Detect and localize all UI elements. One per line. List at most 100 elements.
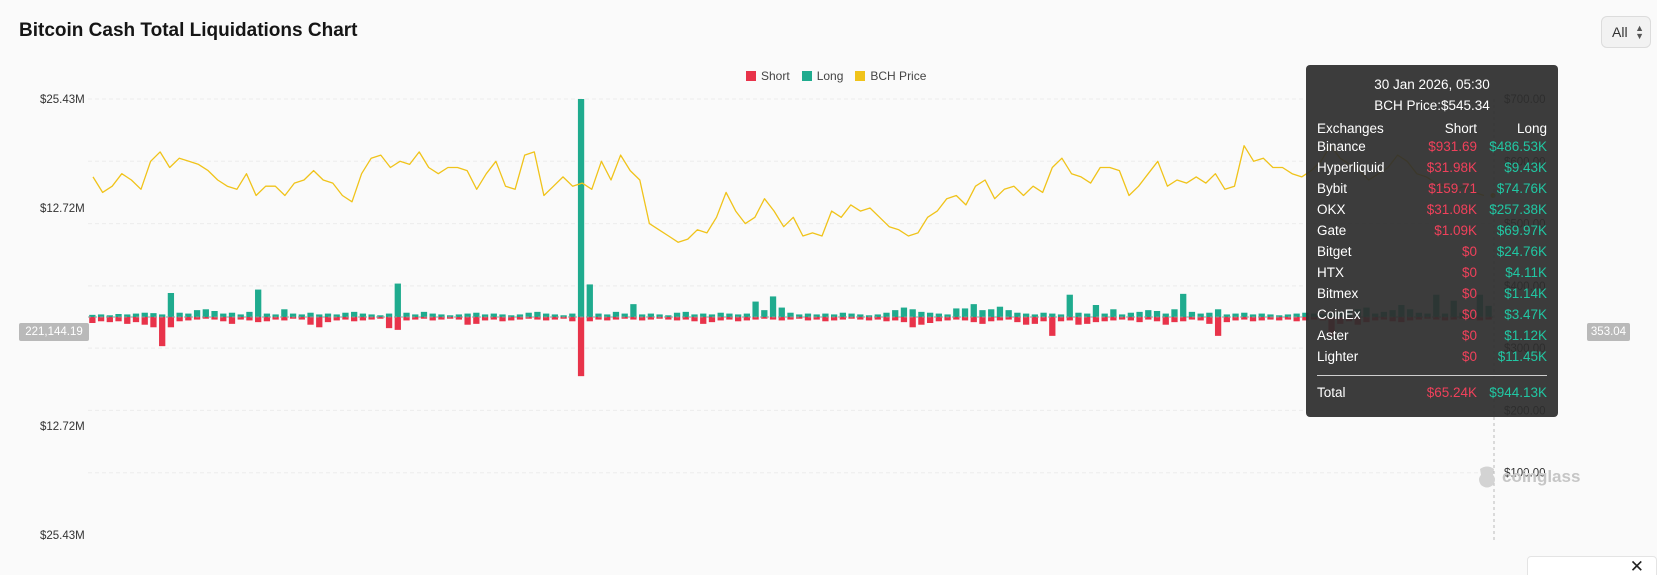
coinglass-watermark: coinglass (1476, 465, 1580, 489)
long-bar (499, 314, 506, 317)
long-bar (1031, 314, 1038, 317)
long-bar (124, 314, 131, 317)
short-bar (883, 317, 890, 322)
legend-item-short[interactable]: Short (746, 69, 790, 83)
left-tick-label: $25.43M (40, 530, 85, 542)
short-bar (656, 317, 663, 319)
long-bar (132, 313, 140, 317)
short-bar (1084, 317, 1091, 324)
time-range-select[interactable]: All ▲ ▼ (1601, 16, 1651, 48)
long-bar (464, 313, 471, 317)
short-bar (333, 317, 340, 321)
short-bar (124, 317, 131, 324)
close-icon[interactable]: ✕ (1629, 557, 1644, 575)
short-bar (787, 317, 794, 320)
watermark-text: coinglass (1502, 467, 1581, 486)
price-swatch (855, 71, 866, 81)
long-bar (1075, 312, 1082, 317)
exchange-name: Lighter (1317, 349, 1359, 364)
long-bar (1267, 314, 1274, 317)
exchange-short: $931.69 (1428, 139, 1477, 154)
long-bar (665, 315, 672, 317)
long-bar (394, 283, 401, 317)
exchange-name: Bybit (1317, 181, 1348, 196)
left-tick-label: $12.72M (40, 421, 85, 433)
exchange-name: OKX (1317, 202, 1346, 217)
short-bar (202, 317, 209, 319)
exchange-short: $0 (1461, 307, 1477, 322)
short-bar (316, 317, 323, 328)
col-short: Short (1444, 121, 1477, 136)
right-tick-label: $100.00 (1504, 468, 1546, 480)
short-bar (324, 317, 332, 323)
left-tick-label: $12.72M (40, 203, 85, 215)
short-bar (865, 317, 873, 321)
long-bar (953, 308, 960, 317)
short-bar (132, 317, 140, 323)
long-bar (604, 314, 611, 317)
long-bar (1066, 294, 1073, 317)
long-bar (333, 314, 340, 317)
tooltip-row-bybit: Bybit $159.71 $74.76K (1317, 178, 1547, 199)
short-bar (97, 317, 105, 322)
short-bar (595, 317, 602, 320)
short-bar (988, 317, 995, 322)
legend-item-price[interactable]: BCH Price (855, 69, 926, 83)
bch-price-line (92, 145, 1485, 243)
long-bar (1092, 304, 1100, 317)
long-bar (717, 312, 724, 317)
long-bar (316, 314, 323, 317)
long-bar (673, 312, 681, 317)
short-bar (490, 317, 497, 320)
long-bar (857, 314, 864, 317)
long-bar (228, 312, 236, 317)
short-bar (1092, 317, 1100, 323)
exchange-name: Aster (1317, 328, 1349, 343)
long-bar (377, 315, 384, 317)
short-bar (612, 317, 620, 320)
long-bar (961, 308, 969, 317)
long-bar (176, 312, 183, 317)
long-bar (289, 313, 297, 317)
exchange-name: Bitget (1317, 244, 1352, 259)
long-bar (1153, 310, 1161, 317)
short-bar (115, 317, 122, 322)
long-bar (926, 312, 934, 317)
long-bar (359, 313, 367, 317)
short-bar (1214, 317, 1222, 336)
tooltip-row-bitmex: Bitmex $0 $1.14K (1317, 283, 1547, 304)
legend-label-price: BCH Price (870, 69, 927, 83)
short-bar (1075, 317, 1082, 325)
total-label: Total (1317, 385, 1346, 400)
long-bar (1101, 313, 1108, 317)
long-bar (412, 314, 419, 317)
left-tick-label: $25.43M (40, 94, 85, 106)
corner-popup[interactable]: ✕ (1527, 556, 1657, 575)
short-bar (979, 317, 986, 324)
right-cursor-label: 353.04 (1587, 323, 1630, 341)
short-bar (1057, 317, 1065, 322)
long-bar (700, 313, 707, 317)
long-bar (263, 313, 271, 317)
long-bar (159, 314, 166, 317)
short-bar (1171, 317, 1178, 323)
long-bar (534, 311, 541, 317)
long-bar (508, 315, 515, 317)
tooltip-rows: Binance $931.69 $486.53K Hyperliquid $31.98K… (1317, 136, 1547, 367)
short-bar (438, 317, 445, 320)
exchange-short: $0 (1461, 349, 1477, 364)
short-bar (543, 317, 550, 321)
long-bar (150, 313, 157, 317)
short-bar (639, 317, 646, 321)
short-bar (900, 317, 908, 323)
chart-grid (88, 98, 1493, 474)
legend-item-long[interactable]: Long (801, 69, 843, 83)
long-bar (804, 313, 812, 317)
long-bar (918, 311, 925, 317)
long-bar (935, 313, 942, 317)
left-cursor-label: 221,144.19 (19, 323, 89, 341)
short-bar (447, 317, 454, 319)
long-bar (560, 315, 567, 317)
long-bar (639, 314, 646, 317)
short-bar (394, 317, 401, 330)
